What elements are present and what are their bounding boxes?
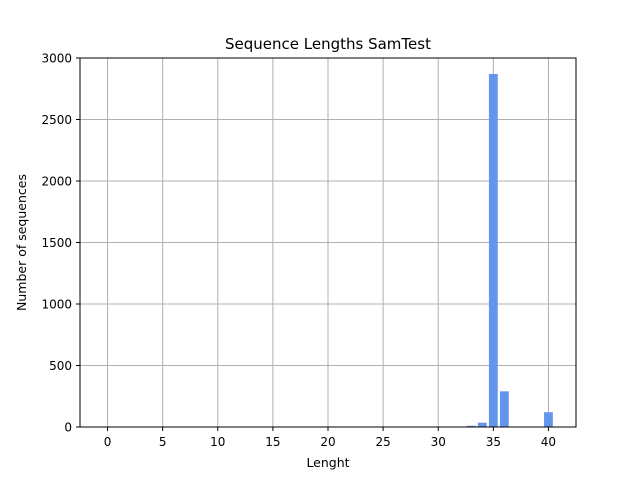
x-tick-label: 0 bbox=[104, 435, 112, 449]
y-tick-label: 1500 bbox=[41, 236, 72, 250]
y-tick-label: 3000 bbox=[41, 52, 72, 66]
y-tick-label: 1000 bbox=[41, 298, 72, 312]
bar bbox=[488, 73, 498, 428]
x-tick-label: 10 bbox=[210, 435, 225, 449]
x-tick-label: 25 bbox=[375, 435, 390, 449]
x-tick-label: 20 bbox=[320, 435, 335, 449]
x-tick-label: 15 bbox=[265, 435, 280, 449]
y-tick-label: 0 bbox=[64, 421, 72, 435]
y-tick-label: 500 bbox=[49, 359, 72, 373]
bar bbox=[466, 425, 476, 427]
y-axis-label: Number of sequences bbox=[14, 174, 29, 311]
x-tick-label: 30 bbox=[431, 435, 446, 449]
chart-title: Sequence Lengths SamTest bbox=[225, 35, 431, 53]
x-tick-label: 5 bbox=[159, 435, 167, 449]
bar bbox=[499, 391, 509, 427]
bar bbox=[477, 422, 487, 427]
bars bbox=[466, 73, 553, 428]
y-tick-label: 2000 bbox=[41, 175, 72, 189]
x-axis-label: Lenght bbox=[306, 455, 349, 470]
x-tick-label: 40 bbox=[541, 435, 556, 449]
bar bbox=[544, 412, 553, 427]
axis-ticks: 0 5 10 15 20 25 30 35 40 0 500 1000 1500 2000 2500 3000 bbox=[41, 52, 556, 450]
x-tick-label: 35 bbox=[486, 435, 501, 449]
y-tick-label: 2500 bbox=[41, 113, 72, 127]
